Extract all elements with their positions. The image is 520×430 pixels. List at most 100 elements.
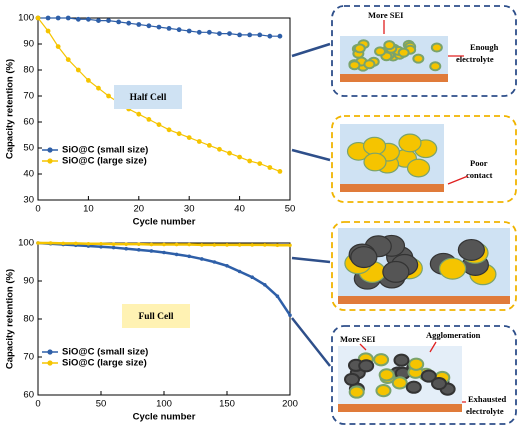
y-tick-label: 50: [23, 143, 34, 154]
diagram-label: electrolyte: [456, 54, 494, 64]
particle: [431, 376, 448, 391]
data-point: [35, 15, 41, 21]
data-point: [200, 243, 204, 247]
x-tick-label: 0: [35, 399, 40, 410]
data-point: [99, 245, 103, 249]
y-tick-label: 90: [23, 276, 34, 287]
legend-label: SiO@C (small size): [62, 347, 148, 358]
particle: [373, 353, 390, 367]
x-tick-label: 10: [83, 204, 94, 215]
data-point: [45, 15, 51, 21]
data-point: [149, 242, 154, 247]
data-point: [237, 32, 243, 38]
data-point: [288, 313, 292, 318]
particles: [344, 39, 497, 399]
data-point: [257, 161, 263, 167]
annotation: Full Cell: [138, 312, 173, 322]
y-tick-label: 90: [23, 39, 34, 50]
legend-label: SiO@C (small size): [62, 145, 148, 156]
diagram-label: Enough: [470, 42, 499, 52]
x-tick-label: 200: [282, 399, 298, 410]
plot-frame: [37, 17, 291, 201]
data-point: [237, 154, 243, 160]
y-axis-label: Capacity retention (%): [5, 59, 16, 159]
data-point: [124, 246, 128, 251]
x-tick-label: 0: [35, 204, 40, 215]
data-point: [267, 165, 273, 170]
data-point: [111, 245, 116, 250]
data-point: [45, 28, 51, 34]
particle: [374, 46, 387, 57]
particle: [408, 357, 425, 371]
legend-label: SiO@C (large size): [62, 358, 147, 369]
data-point: [237, 243, 242, 247]
data-point: [225, 243, 229, 247]
data-point: [200, 257, 204, 261]
data-point: [227, 31, 232, 36]
connectors: [291, 42, 331, 367]
particle: [383, 40, 396, 51]
particle: [398, 133, 422, 153]
data-point: [74, 241, 78, 246]
data-point: [267, 33, 273, 39]
data-point: [277, 169, 283, 174]
y-tick-label: 60: [23, 390, 34, 401]
particle: [457, 238, 485, 261]
data-point: [116, 19, 122, 25]
y-axis-label: Capacity retention (%): [5, 269, 16, 369]
particle: [412, 53, 425, 64]
x-axis-label: Cycle number: [133, 217, 196, 228]
data-point: [217, 31, 222, 36]
diagrams: More SEI Enough electrolyte Poor contact…: [291, 5, 517, 425]
data-point: [55, 15, 61, 21]
data-point: [86, 241, 91, 246]
data-point: [96, 85, 101, 91]
data-point: [250, 275, 254, 280]
data-point: [146, 23, 152, 29]
particle: [420, 369, 437, 383]
diagram-label: More SEI: [340, 334, 376, 344]
data-point: [55, 44, 61, 49]
data-point: [106, 93, 111, 99]
data-point: [99, 241, 103, 246]
data-point: [237, 269, 242, 274]
y-tick-label: 60: [23, 117, 34, 128]
data-point: [96, 18, 101, 23]
data-point: [166, 127, 172, 133]
data-point: [275, 243, 280, 248]
particle: [363, 59, 376, 70]
particle: [350, 246, 378, 269]
x-tick-label: 100: [156, 399, 172, 410]
data-point: [124, 242, 128, 246]
annotation-arrows: [359, 20, 469, 403]
data-point: [225, 264, 229, 268]
particle: [393, 353, 410, 367]
particle: [438, 257, 467, 280]
data-point: [111, 242, 116, 246]
data-point: [217, 146, 222, 152]
data-point: [136, 22, 142, 27]
diagram-label: Poor: [470, 158, 488, 168]
particle: [382, 260, 410, 283]
y-tick-label: 70: [23, 91, 34, 102]
data-point: [61, 241, 65, 246]
data-point: [206, 29, 212, 35]
data-point: [75, 67, 81, 73]
x-axis-label: Cycle number: [133, 412, 196, 423]
data-point: [187, 254, 191, 259]
annotation: Half Cell: [130, 93, 167, 103]
data-point: [186, 135, 192, 141]
particle: [430, 42, 443, 53]
data-point: [137, 242, 141, 246]
x-tick-label: 40: [234, 204, 245, 215]
diagram-box: [331, 325, 517, 425]
legend-marker: [47, 349, 53, 355]
data-point: [174, 252, 179, 257]
x-tick-label: 50: [285, 204, 296, 215]
y-tick-label: 100: [18, 238, 34, 249]
legend-label: SiO@C (large size): [62, 156, 147, 167]
particle: [353, 43, 366, 54]
data-point: [277, 33, 283, 39]
particle: [405, 380, 422, 394]
diagram-box: [331, 5, 517, 97]
